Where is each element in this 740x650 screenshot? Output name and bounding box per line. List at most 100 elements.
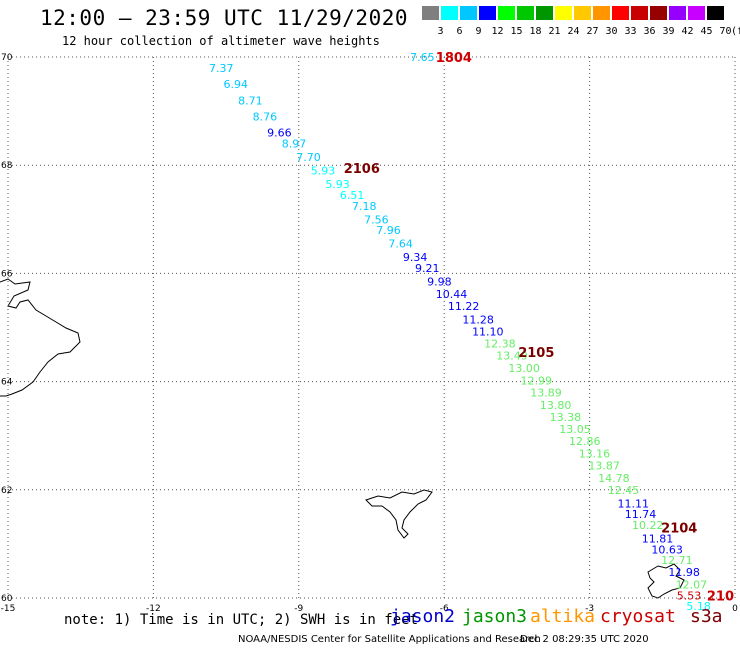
scale-swatch xyxy=(669,6,686,20)
swh-value-label: 12.71 xyxy=(661,554,693,567)
swh-value-label: 9.66 xyxy=(267,127,292,140)
scale-tick-label: 33 xyxy=(624,26,637,37)
legend-s3a: s3a xyxy=(690,606,723,627)
y-tick-label: 66 xyxy=(1,269,13,279)
swh-value-label: 10.22 xyxy=(632,519,664,532)
swh-value-label: 12.38 xyxy=(484,338,516,351)
x-tick-label: -3 xyxy=(585,604,594,614)
track-label: 2104 xyxy=(661,522,697,537)
scale-swatch xyxy=(536,6,553,20)
swh-value-label: 11.81 xyxy=(642,532,674,545)
track-label: 2106 xyxy=(344,162,380,177)
scale-tick-label: 15 xyxy=(510,26,523,37)
swh-value-label: 7.96 xyxy=(376,224,401,237)
y-tick-label: 64 xyxy=(1,378,13,388)
scale-tick-label: 45 xyxy=(700,26,713,37)
swh-value-label: 8.97 xyxy=(282,138,307,151)
scale-tick-label: 6 xyxy=(456,26,463,37)
swh-value-label: 12.07 xyxy=(676,578,708,591)
swh-value-label: 12.45 xyxy=(608,484,640,497)
x-tick-label: -12 xyxy=(146,604,161,614)
scale-tick-label: 27 xyxy=(586,26,599,37)
scale-tick-label: 21 xyxy=(548,26,561,37)
scale-tick-label: 9 xyxy=(475,26,482,37)
x-tick-label: 0 xyxy=(732,604,738,614)
swh-value-label: 6.51 xyxy=(340,189,365,202)
swh-value-label: 13.80 xyxy=(540,399,572,412)
swh-value-label: 7.65 xyxy=(410,51,435,64)
swh-value-label: 11.28 xyxy=(462,313,494,326)
swh-value-label: 7.56 xyxy=(364,213,389,226)
swh-value-label: 11.22 xyxy=(448,300,480,313)
scale-tick-label: 30 xyxy=(605,26,618,37)
scale-swatch xyxy=(631,6,648,20)
swh-value-label: 7.70 xyxy=(296,151,321,164)
swh-value-label: 14.78 xyxy=(598,472,630,485)
scale-swatch xyxy=(517,6,534,20)
swh-value-label: 8.71 xyxy=(238,94,263,107)
legend-altika: altika xyxy=(530,606,596,627)
footer-credit: NOAA/NESDIS Center for Satellite Applica… xyxy=(238,634,541,645)
legend-cryosat: cryosat xyxy=(600,606,676,627)
swh-value-label: 13.05 xyxy=(559,423,591,436)
swh-value-label: 13.16 xyxy=(579,448,611,461)
swh-value-label: 11.74 xyxy=(625,508,657,521)
swh-value-label: 5.18 xyxy=(686,600,711,613)
swh-value-label: 7.18 xyxy=(352,200,377,213)
scale-unit: (ft) xyxy=(730,26,740,37)
swh-value-label: 5.53 xyxy=(677,589,702,602)
legend-jason2: jason2 xyxy=(390,606,456,627)
scale-tick-label: 18 xyxy=(529,26,542,37)
swh-value-label: 13.00 xyxy=(508,362,540,375)
swh-value-label: 10.44 xyxy=(436,288,468,301)
swh-value-label: 13.38 xyxy=(550,411,582,424)
chart-title: 12:00 – 23:59 UTC 11/29/2020 xyxy=(40,6,409,30)
y-tick-label: 68 xyxy=(1,161,13,171)
scale-swatch xyxy=(555,6,572,20)
y-tick-label: 70 xyxy=(1,53,13,63)
swh-value-label: 9.98 xyxy=(427,276,452,289)
scale-tick-label: 42 xyxy=(681,26,694,37)
chart-subtitle: 12 hour collection of altimeter wave hei… xyxy=(62,34,380,48)
track-labels: 1804 2106 2105 2104 210 xyxy=(344,51,734,604)
scale-swatch xyxy=(422,6,439,20)
swh-value-label: 13.89 xyxy=(530,386,562,399)
scale-swatch xyxy=(688,6,705,20)
swh-value-label: 12.86 xyxy=(569,435,601,448)
scale-swatch xyxy=(612,6,629,20)
swh-value-label: 6.94 xyxy=(224,78,249,91)
swh-value-label: 9.34 xyxy=(403,251,428,264)
scale-swatch xyxy=(498,6,515,20)
scale-tick-label: 36 xyxy=(643,26,656,37)
faroe-islands xyxy=(365,489,433,539)
scale-tick-label: 70 xyxy=(719,26,732,37)
x-tick-label: -15 xyxy=(1,604,16,614)
track-label: 210 xyxy=(707,589,734,604)
swh-value-label: 11.11 xyxy=(617,497,649,510)
scale-swatch xyxy=(593,6,610,20)
data-points: 7.657.376.948.718.769.668.977.705.935.93… xyxy=(209,51,711,613)
y-tick-label: 60 xyxy=(1,594,13,604)
swh-value-label: 11.98 xyxy=(668,566,700,579)
shetland-islands xyxy=(647,563,685,599)
scale-tick-label: 3 xyxy=(437,26,444,37)
scale-swatch xyxy=(650,6,667,20)
x-tick-label: -6 xyxy=(440,604,449,614)
swh-value-label: 9.21 xyxy=(415,262,440,275)
swh-value-label: 5.93 xyxy=(311,165,336,178)
swh-value-label: 13.87 xyxy=(588,459,620,472)
swh-value-label: 7.37 xyxy=(209,62,234,75)
swh-value-label: 13.49 xyxy=(496,350,528,363)
scale-swatch xyxy=(707,6,724,20)
swh-value-label: 10.63 xyxy=(651,543,683,556)
scale-swatch xyxy=(460,6,477,20)
scale-swatch xyxy=(574,6,591,20)
scale-tick-label: 12 xyxy=(491,26,504,37)
legend-jason3: jason3 xyxy=(462,606,528,627)
swh-value-label: 8.76 xyxy=(253,111,278,124)
track-label: 1804 xyxy=(436,51,472,66)
y-tick-label: 62 xyxy=(1,486,12,496)
x-tick-label: -9 xyxy=(294,604,303,614)
scale-tick-label: 24 xyxy=(567,26,580,37)
swh-value-label: 11.10 xyxy=(472,325,504,338)
